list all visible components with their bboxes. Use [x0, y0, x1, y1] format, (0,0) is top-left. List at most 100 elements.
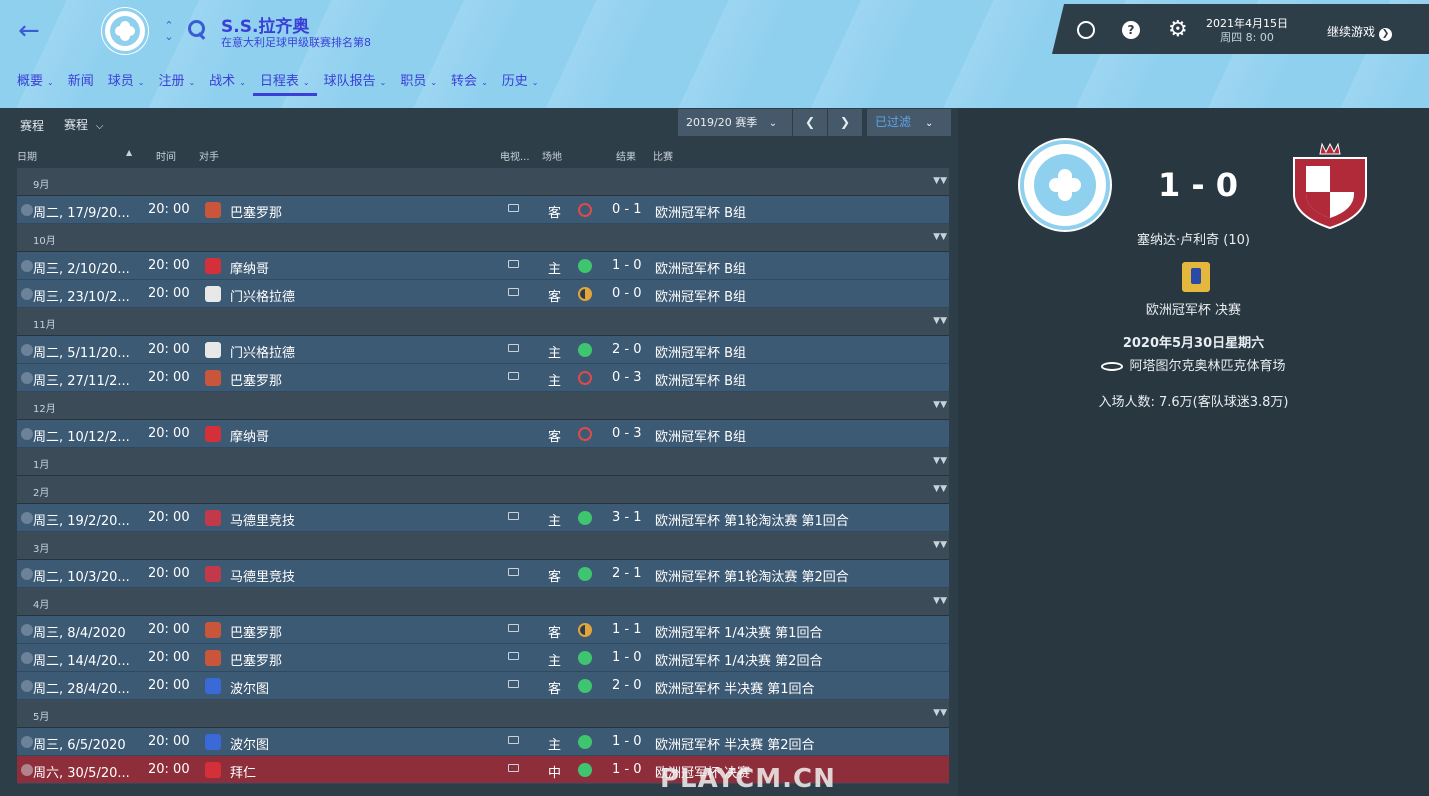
prev-season-button[interactable]: ❮ — [793, 109, 827, 136]
opponent-crest-icon — [205, 650, 221, 666]
competition[interactable]: 欧洲冠军杯 半决赛 第1回合 — [655, 682, 815, 697]
opponent-name[interactable]: 巴塞罗那 — [230, 654, 283, 669]
goal-scorer: 塞纳达·卢利奇 (10) — [1137, 233, 1250, 248]
competition[interactable]: 欧洲冠军杯 B组 — [655, 374, 747, 389]
opponent-name[interactable]: 巴塞罗那 — [230, 206, 283, 221]
fixture-row[interactable]: 周三, 27/11/2... 20: 00 巴塞罗那 主 0 - 3 欧洲冠军杯 B组 — [17, 364, 949, 392]
opponent-name[interactable]: 拜仁 — [230, 766, 257, 781]
nav-tab-0[interactable]: 概要 ⌄ — [10, 68, 61, 96]
collapse-chevron-icon[interactable]: ▼▼ — [933, 176, 947, 186]
fixture-row[interactable]: 周三, 23/10/2... 20: 00 门兴格拉德 客 0 - 0 欧洲冠军杯 B组 — [17, 280, 949, 308]
fixture-row[interactable]: 周三, 19/2/20... 20: 00 马德里竞技 主 3 - 1 欧洲冠军杯 第1轮… — [17, 504, 949, 532]
collapse-chevron-icon[interactable]: ▼▼ — [933, 232, 947, 242]
collapse-chevron-icon[interactable]: ▼▼ — [933, 484, 947, 494]
month-group-header[interactable]: 2月 ▼▼ — [17, 476, 949, 504]
up-down-chevron-icon[interactable]: ⌃ ⌄ — [164, 19, 174, 43]
collapse-chevron-icon[interactable]: ▼▼ — [933, 708, 947, 718]
col-venue[interactable]: 场地 — [542, 152, 562, 163]
fixture-row[interactable]: 周三, 6/5/2020 20: 00 波尔图 主 1 - 0 欧洲冠军杯 半决赛 第2回… — [17, 728, 949, 756]
stadium-line: 阿塔图尔克奥林匹克体育场 — [958, 355, 1429, 374]
season-select[interactable]: 2019/20 赛季 ⌄ — [678, 109, 792, 136]
venue: 客 — [548, 570, 562, 585]
opponent-name[interactable]: 波尔图 — [230, 738, 270, 753]
competition[interactable]: 欧洲冠军杯 B组 — [655, 430, 747, 445]
collapse-chevron-icon[interactable]: ▼▼ — [933, 540, 947, 550]
col-result[interactable]: 结果 — [616, 152, 636, 163]
continue-game-button[interactable]: 继续游戏 ❯ — [1327, 23, 1393, 41]
competition[interactable]: 欧洲冠军杯 B组 — [655, 346, 747, 361]
venue: 主 — [548, 514, 562, 529]
result-indicator-icon — [578, 427, 592, 441]
fixture-row[interactable]: 周三, 2/10/20... 20: 00 摩纳哥 主 1 - 0 欧洲冠军杯 B组 — [17, 252, 949, 280]
collapse-chevron-icon[interactable]: ▼▼ — [933, 456, 947, 466]
fixture-time: 20: 00 — [148, 510, 190, 525]
nav-tab-5[interactable]: 日程表 ⌄ — [252, 68, 317, 96]
competition[interactable]: 欧洲冠军杯 B组 — [655, 290, 747, 305]
month-group-header[interactable]: 10月 ▼▼ — [17, 224, 949, 252]
competition[interactable]: 欧洲冠军杯 B组 — [655, 262, 747, 277]
col-opponent[interactable]: 对手 — [199, 152, 219, 163]
fixture-row[interactable]: 周二, 10/3/20... 20: 00 马德里竞技 客 2 - 1 欧洲冠军杯 第1轮… — [17, 560, 949, 588]
month-group-header[interactable]: 9月 ▼▼ — [17, 168, 949, 196]
next-season-button[interactable]: ❯ — [828, 109, 862, 136]
opponent-name[interactable]: 波尔图 — [230, 682, 270, 697]
result-indicator-icon — [578, 371, 592, 385]
result-indicator-icon — [578, 343, 592, 357]
fixture-row[interactable]: 周二, 5/11/20... 20: 00 门兴格拉德 主 2 - 0 欧洲冠军杯 B组 — [17, 336, 949, 364]
back-arrow-icon[interactable]: ← — [18, 16, 40, 46]
competition[interactable]: 欧洲冠军杯 第1轮淘汰赛 第1回合 — [655, 514, 849, 529]
month-group-header[interactable]: 5月 ▼▼ — [17, 700, 949, 728]
opponent-name[interactable]: 摩纳哥 — [230, 262, 270, 277]
competition[interactable]: 欧洲冠军杯 半决赛 第2回合 — [655, 738, 815, 753]
nav-tab-2[interactable]: 球员 ⌄ — [101, 68, 152, 96]
col-tv[interactable]: 电视... — [500, 152, 530, 163]
nav-tab-6[interactable]: 球队报告 ⌄ — [317, 68, 394, 96]
nav-tab-4[interactable]: 战术 ⌄ — [202, 68, 253, 96]
month-group-header[interactable]: 4月 ▼▼ — [17, 588, 949, 616]
filter-button[interactable]: 已过滤 ⌄ — [867, 109, 951, 136]
help-icon[interactable]: ? — [1122, 21, 1140, 39]
fixture-date: 周三, 8/4/2020 — [33, 626, 126, 641]
col-date[interactable]: 日期 — [17, 152, 37, 163]
fixture-row[interactable]: 周二, 17/9/20... 20: 00 巴塞罗那 客 0 - 1 欧洲冠军杯 B组 — [17, 196, 949, 224]
opponent-name[interactable]: 马德里竞技 — [230, 514, 296, 529]
nav-tab-8[interactable]: 转会 ⌄ — [444, 68, 495, 96]
fixture-row[interactable]: 周三, 8/4/2020 20: 00 巴塞罗那 客 1 - 1 欧洲冠军杯 1/4决赛 … — [17, 616, 949, 644]
gear-icon[interactable]: ⚙ — [1168, 17, 1188, 42]
competition[interactable]: 欧洲冠军杯 1/4决赛 第1回合 — [655, 626, 823, 641]
month-group-header[interactable]: 1月 ▼▼ — [17, 448, 949, 476]
nav-tab-1[interactable]: 新闻 — [61, 68, 101, 96]
nav-tab-7[interactable]: 职员 ⌄ — [393, 68, 444, 96]
col-competition[interactable]: 比赛 — [653, 152, 673, 163]
month-group-header[interactable]: 11月 ▼▼ — [17, 308, 949, 336]
collapse-chevron-icon[interactable]: ▼▼ — [933, 400, 947, 410]
competition[interactable]: 欧洲冠军杯 第1轮淘汰赛 第2回合 — [655, 570, 849, 585]
nav-tab-3[interactable]: 注册 ⌄ — [151, 68, 202, 96]
competition[interactable]: 欧洲冠军杯 1/4决赛 第2回合 — [655, 654, 823, 669]
search-icon[interactable] — [186, 18, 208, 40]
competition[interactable]: 欧洲冠军杯 B组 — [655, 206, 747, 221]
fixture-row[interactable]: 周二, 10/12/2... 20: 00 摩纳哥 客 0 - 3 欧洲冠军杯 B组 — [17, 420, 949, 448]
venue: 客 — [548, 290, 562, 305]
opponent-name[interactable]: 巴塞罗那 — [230, 374, 283, 389]
fixture-row[interactable]: 周二, 14/4/20... 20: 00 巴塞罗那 主 1 - 0 欧洲冠军杯 1/4决… — [17, 644, 949, 672]
competition-name[interactable]: 欧洲冠军杯 决赛 — [1145, 303, 1242, 318]
month-group-header[interactable]: 12月 ▼▼ — [17, 392, 949, 420]
opponent-name[interactable]: 摩纳哥 — [230, 430, 270, 445]
month-group-header[interactable]: 3月 ▼▼ — [17, 532, 949, 560]
nav-tab-9[interactable]: 历史 ⌄ — [495, 68, 546, 96]
fixture-row[interactable]: 周二, 28/4/20... 20: 00 波尔图 客 2 - 0 欧洲冠军杯 半决赛 第… — [17, 672, 949, 700]
col-time[interactable]: 时间 — [156, 152, 176, 163]
competition[interactable]: 欧洲冠军杯 决赛 — [655, 766, 751, 781]
stadium-name[interactable]: 阿塔图尔克奥林匹克体育场 — [1129, 359, 1286, 374]
opponent-name[interactable]: 马德里竞技 — [230, 570, 296, 585]
venue: 客 — [548, 430, 562, 445]
fixture-row[interactable]: 周六, 30/5/20... 20: 00 拜仁 中 1 - 0 欧洲冠军杯 决赛 — [17, 756, 949, 784]
collapse-chevron-icon[interactable]: ▼▼ — [933, 316, 947, 326]
collapse-chevron-icon[interactable]: ▼▼ — [933, 596, 947, 606]
opponent-name[interactable]: 门兴格拉德 — [230, 290, 296, 305]
fixture-type-select[interactable]: 赛程 ⌵ — [64, 116, 103, 133]
opponent-name[interactable]: 门兴格拉德 — [230, 346, 296, 361]
football-icon[interactable] — [1077, 21, 1095, 39]
opponent-name[interactable]: 巴塞罗那 — [230, 626, 283, 641]
